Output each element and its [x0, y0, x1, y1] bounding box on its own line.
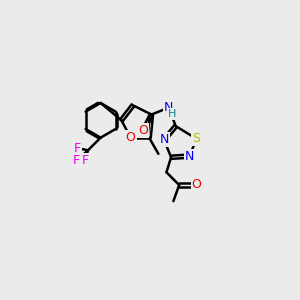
Text: O: O — [126, 131, 136, 144]
Text: N: N — [160, 134, 169, 146]
Text: S: S — [193, 132, 200, 145]
Text: H: H — [168, 109, 176, 119]
Text: F: F — [82, 154, 89, 167]
Text: O: O — [138, 124, 148, 137]
Text: F: F — [73, 154, 80, 167]
Text: F: F — [74, 142, 81, 154]
Text: N: N — [185, 150, 194, 163]
Text: N: N — [164, 101, 173, 114]
Text: O: O — [191, 178, 201, 191]
